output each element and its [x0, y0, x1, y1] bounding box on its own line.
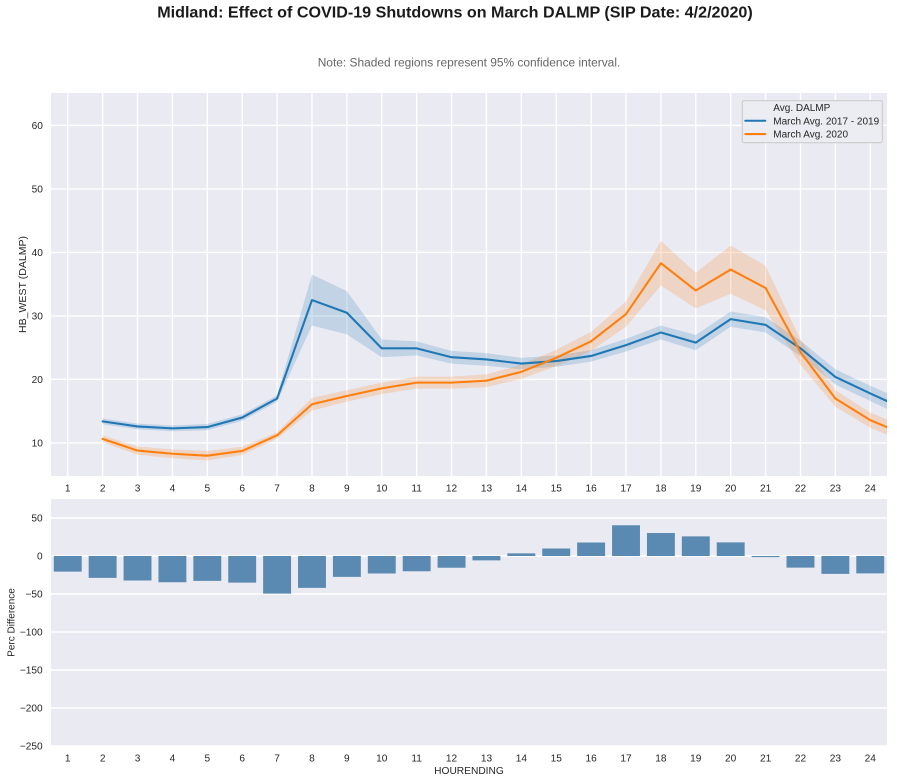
- svg-text:30: 30: [32, 312, 44, 323]
- svg-text:−100: −100: [20, 628, 43, 639]
- svg-text:March Avg. 2017 - 2019: March Avg. 2017 - 2019: [773, 116, 879, 127]
- svg-text:9: 9: [344, 483, 350, 494]
- svg-text:16: 16: [585, 754, 597, 765]
- svg-text:18: 18: [655, 483, 667, 494]
- svg-text:4: 4: [170, 483, 176, 494]
- svg-text:7: 7: [274, 754, 280, 765]
- svg-text:15: 15: [551, 483, 563, 494]
- svg-text:20: 20: [725, 754, 737, 765]
- svg-text:24: 24: [865, 483, 877, 494]
- svg-text:23: 23: [830, 754, 842, 765]
- svg-text:Perc Difference: Perc Difference: [6, 588, 17, 657]
- svg-text:20: 20: [32, 375, 44, 386]
- svg-text:22: 22: [795, 483, 807, 494]
- svg-text:6: 6: [239, 754, 245, 765]
- svg-text:−150: −150: [20, 666, 43, 677]
- svg-text:11: 11: [411, 483, 422, 494]
- svg-text:17: 17: [620, 754, 632, 765]
- svg-text:5: 5: [204, 483, 210, 494]
- svg-text:2: 2: [100, 483, 106, 494]
- svg-text:23: 23: [830, 483, 842, 494]
- svg-text:40: 40: [32, 248, 44, 259]
- svg-text:24: 24: [865, 754, 877, 765]
- svg-text:50: 50: [31, 514, 43, 525]
- svg-text:19: 19: [690, 754, 702, 765]
- svg-text:19: 19: [690, 483, 702, 494]
- svg-text:−50: −50: [25, 590, 43, 601]
- svg-text:HB_WEST (DALMP): HB_WEST (DALMP): [17, 236, 29, 333]
- svg-text:18: 18: [655, 754, 667, 765]
- svg-text:10: 10: [376, 483, 388, 494]
- svg-text:14: 14: [516, 754, 528, 765]
- svg-text:12: 12: [446, 754, 458, 765]
- svg-text:50: 50: [32, 185, 44, 196]
- svg-text:13: 13: [481, 754, 493, 765]
- svg-text:13: 13: [481, 483, 493, 494]
- svg-text:60: 60: [32, 121, 44, 132]
- svg-text:11: 11: [411, 754, 422, 765]
- svg-text:3: 3: [135, 754, 141, 765]
- svg-text:7: 7: [274, 483, 280, 494]
- svg-text:0: 0: [37, 552, 43, 563]
- svg-text:9: 9: [344, 754, 350, 765]
- svg-text:March Avg. 2020: March Avg. 2020: [773, 130, 848, 141]
- svg-text:21: 21: [760, 754, 772, 765]
- svg-text:3: 3: [135, 483, 141, 494]
- svg-text:8: 8: [309, 754, 315, 765]
- svg-text:4: 4: [170, 754, 176, 765]
- svg-text:5: 5: [204, 754, 210, 765]
- svg-text:12: 12: [446, 483, 458, 494]
- svg-text:22: 22: [795, 754, 807, 765]
- svg-text:2: 2: [100, 754, 106, 765]
- svg-text:15: 15: [551, 754, 563, 765]
- svg-text:1: 1: [65, 483, 71, 494]
- svg-text:1: 1: [65, 754, 71, 765]
- svg-text:20: 20: [725, 483, 737, 494]
- svg-text:21: 21: [760, 483, 772, 494]
- svg-text:HOURENDING: HOURENDING: [434, 766, 504, 777]
- svg-text:10: 10: [32, 439, 44, 450]
- svg-text:Avg. DALMP: Avg. DALMP: [773, 103, 830, 114]
- svg-text:−250: −250: [20, 742, 43, 753]
- svg-text:14: 14: [516, 483, 528, 494]
- svg-text:6: 6: [239, 483, 245, 494]
- svg-text:8: 8: [309, 483, 315, 494]
- svg-text:Note: Shaded regions represent: Note: Shaded regions represent 95% confi…: [318, 56, 621, 70]
- svg-text:17: 17: [620, 483, 632, 494]
- svg-text:10: 10: [376, 754, 388, 765]
- svg-text:−200: −200: [20, 704, 43, 715]
- svg-text:16: 16: [585, 483, 597, 494]
- svg-text:Midland: Effect of COVID-19 Sh: Midland: Effect of COVID-19 Shutdowns on…: [157, 3, 753, 21]
